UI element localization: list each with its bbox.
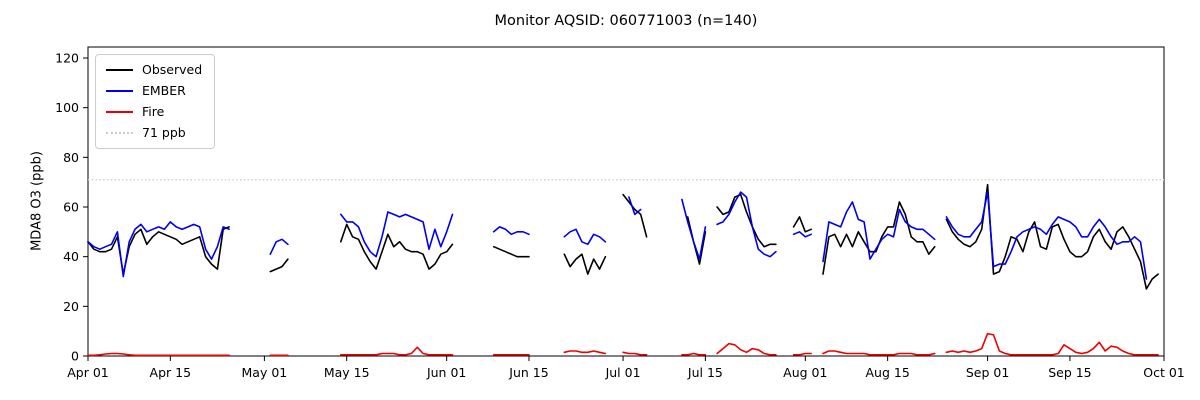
y-tick-label: 0 [71, 349, 79, 364]
ember-line [681, 198, 707, 260]
x-tick-label: Oct 01 [1143, 365, 1185, 380]
observed-line [339, 223, 454, 270]
observed-line-swatch [106, 68, 133, 71]
observed-line [87, 226, 230, 275]
y-tick-label: 80 [63, 150, 79, 165]
ember-line [716, 191, 777, 258]
x-tick-label: Sep 15 [1048, 365, 1091, 380]
x-tick-label: Jul 01 [605, 365, 641, 380]
chart-title: Monitor AQSID: 060771003 (n=140) [494, 13, 758, 29]
x-tick-label: Jul 15 [687, 365, 723, 380]
legend-item-ember: EMBER [106, 83, 202, 98]
fire-line [945, 332, 1159, 356]
ember-line [563, 228, 607, 246]
legend-label-ember: EMBER [142, 83, 186, 98]
fire-line [822, 350, 936, 356]
ember-line [792, 231, 813, 238]
fire-line [563, 350, 607, 355]
x-tick-label: Jun 01 [426, 365, 466, 380]
plot-border [87, 46, 1165, 357]
y-tick-label: 40 [63, 249, 79, 264]
legend-item-observed: Observed [106, 62, 202, 77]
observed-line [563, 253, 607, 275]
observed-line [492, 245, 530, 258]
fire-line [792, 352, 813, 356]
x-tick-label: Apr 15 [150, 365, 192, 380]
observed-line [945, 183, 1159, 290]
x-tick-label: Sep 01 [966, 365, 1009, 380]
y-tick-label: 60 [63, 200, 79, 215]
ember-line [945, 191, 1148, 280]
observed-line [822, 201, 936, 275]
legend-item-threshold: 71 ppb [106, 125, 202, 140]
threshold-line-swatch [106, 131, 133, 134]
observed-line [716, 193, 777, 248]
ember-line [87, 221, 230, 278]
observed-line [269, 258, 289, 273]
ember-line [492, 226, 530, 236]
ember-line [339, 211, 454, 258]
x-tick-label: Jun 15 [508, 365, 548, 380]
legend: Observed EMBER Fire 71 ppb [95, 54, 216, 149]
ember-line-swatch [106, 89, 133, 92]
fire-line-swatch [106, 110, 133, 113]
ember-line [628, 196, 642, 216]
fire-line [339, 346, 454, 356]
observed-line [622, 193, 648, 238]
observed-line [792, 216, 813, 233]
y-tick-label: 20 [63, 299, 79, 314]
x-tick-label: May 01 [242, 365, 288, 380]
legend-item-fire: Fire [106, 104, 202, 119]
x-tick-label: Aug 15 [866, 365, 910, 380]
x-tick-label: Apr 01 [67, 365, 109, 380]
fire-line [622, 351, 648, 356]
y-tick-label: 120 [55, 51, 79, 66]
fire-line [716, 342, 777, 356]
x-tick-label: Aug 01 [783, 365, 827, 380]
legend-label-threshold: 71 ppb [142, 125, 186, 140]
fire-line [87, 352, 230, 357]
legend-label-observed: Observed [142, 62, 203, 77]
legend-label-fire: Fire [142, 104, 165, 119]
ember-line [822, 201, 936, 263]
y-tick-label: 100 [55, 100, 79, 115]
x-tick-label: May 15 [324, 365, 370, 380]
fire-line [681, 352, 707, 356]
ember-line [269, 238, 289, 255]
y-axis-label: MDA8 O3 (ppb) [29, 151, 45, 251]
